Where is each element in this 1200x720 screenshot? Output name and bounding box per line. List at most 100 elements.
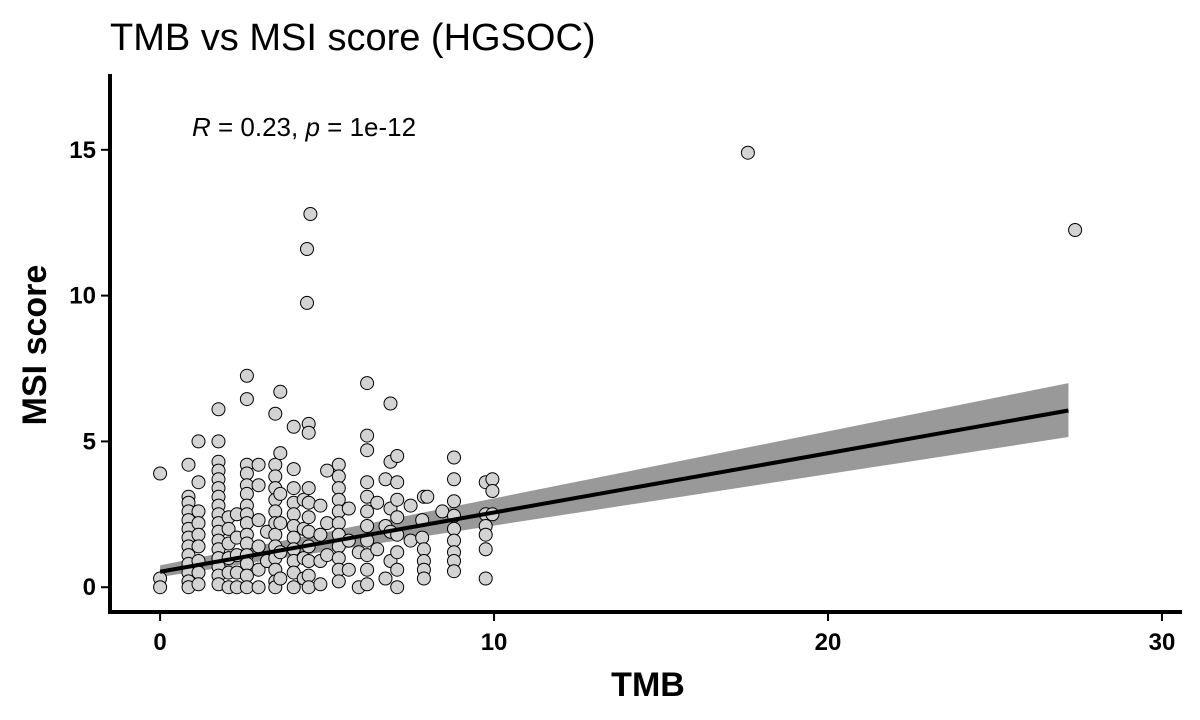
data-point	[360, 562, 375, 577]
data-point	[331, 551, 346, 566]
data-point	[341, 501, 356, 516]
data-point	[403, 533, 418, 548]
data-point	[447, 521, 461, 536]
data-point	[301, 580, 316, 595]
x-tick-label: 20	[815, 629, 842, 656]
data-point	[239, 368, 254, 383]
data-point	[191, 539, 206, 554]
data-point	[153, 580, 168, 595]
data-point	[191, 434, 206, 449]
data-point	[485, 484, 500, 498]
data-point	[485, 472, 500, 487]
data-point	[341, 562, 356, 577]
y-axis-title: MSI score	[16, 265, 54, 426]
data-point	[273, 384, 288, 399]
data-point	[191, 516, 206, 531]
data-point	[320, 516, 335, 531]
y-tick-label: 5	[83, 428, 96, 455]
data-point	[447, 533, 461, 548]
regression-line	[159, 408, 1069, 574]
data-point	[191, 475, 206, 490]
data-point	[211, 434, 226, 449]
data-point	[286, 462, 301, 477]
data-point	[320, 463, 335, 478]
data-point	[191, 577, 206, 592]
x-tick-label: 0	[153, 629, 166, 656]
data-point	[251, 539, 266, 554]
x-tick-label: 30	[1149, 629, 1176, 656]
x-axis-title: TMB	[611, 666, 685, 704]
data-point	[360, 428, 375, 443]
data-point	[301, 510, 316, 525]
data-point	[360, 519, 375, 533]
data-point	[390, 449, 405, 463]
data-point	[320, 548, 335, 563]
data-point	[239, 392, 254, 407]
fit-line-layer	[159, 408, 1069, 574]
data-point	[251, 513, 266, 528]
data-point	[181, 457, 196, 472]
data-point	[239, 536, 254, 551]
data-point	[360, 443, 375, 458]
y-tick-label: 10	[69, 283, 96, 310]
data-point	[300, 295, 314, 310]
data-point	[251, 580, 266, 595]
points-layer	[153, 145, 1083, 595]
data-point	[301, 568, 316, 583]
data-point	[286, 580, 301, 595]
data-point	[478, 527, 493, 542]
data-point	[268, 469, 283, 484]
data-point	[153, 466, 168, 481]
data-point	[301, 554, 316, 568]
data-point	[1068, 223, 1083, 237]
data-point	[390, 562, 405, 577]
data-point	[239, 516, 254, 531]
data-point	[303, 207, 318, 221]
data-point	[268, 527, 283, 542]
data-point	[360, 475, 375, 490]
data-point	[286, 419, 301, 434]
chart-title: TMB vs MSI score (HGSOC)	[110, 17, 596, 59]
x-tick-label: 10	[481, 629, 508, 656]
data-point	[447, 494, 461, 509]
data-point	[447, 564, 461, 579]
r-symbol: R	[192, 112, 211, 142]
data-point	[251, 457, 266, 472]
data-point	[191, 504, 206, 519]
data-point	[416, 571, 431, 586]
data-point	[273, 516, 288, 531]
data-point	[273, 446, 288, 461]
x-axis-ticks: 0 10 20 30	[153, 612, 1175, 656]
data-point	[383, 396, 398, 411]
data-point	[415, 530, 430, 545]
data-point	[273, 486, 288, 501]
data-point	[370, 542, 385, 557]
data-point	[403, 498, 418, 513]
y-tick-label: 15	[69, 137, 96, 164]
data-point	[331, 481, 346, 496]
data-point	[447, 450, 461, 465]
data-point	[268, 504, 283, 519]
data-point	[301, 524, 316, 539]
data-point	[390, 580, 405, 595]
y-tick-label: 0	[83, 574, 96, 601]
data-point	[301, 495, 316, 510]
data-point	[370, 495, 385, 510]
data-point	[390, 492, 405, 507]
data-point	[378, 472, 393, 487]
data-point	[239, 466, 254, 481]
data-point	[378, 571, 393, 586]
data-point	[390, 475, 405, 490]
data-point	[313, 498, 328, 513]
data-point	[239, 580, 254, 595]
data-point	[478, 542, 493, 557]
data-point	[300, 242, 314, 256]
data-point	[360, 376, 375, 391]
y-axis-ticks: 0 5 10 15	[69, 137, 110, 601]
data-point	[286, 507, 301, 522]
data-point	[273, 571, 288, 586]
data-point	[286, 481, 301, 496]
data-point	[390, 545, 405, 560]
